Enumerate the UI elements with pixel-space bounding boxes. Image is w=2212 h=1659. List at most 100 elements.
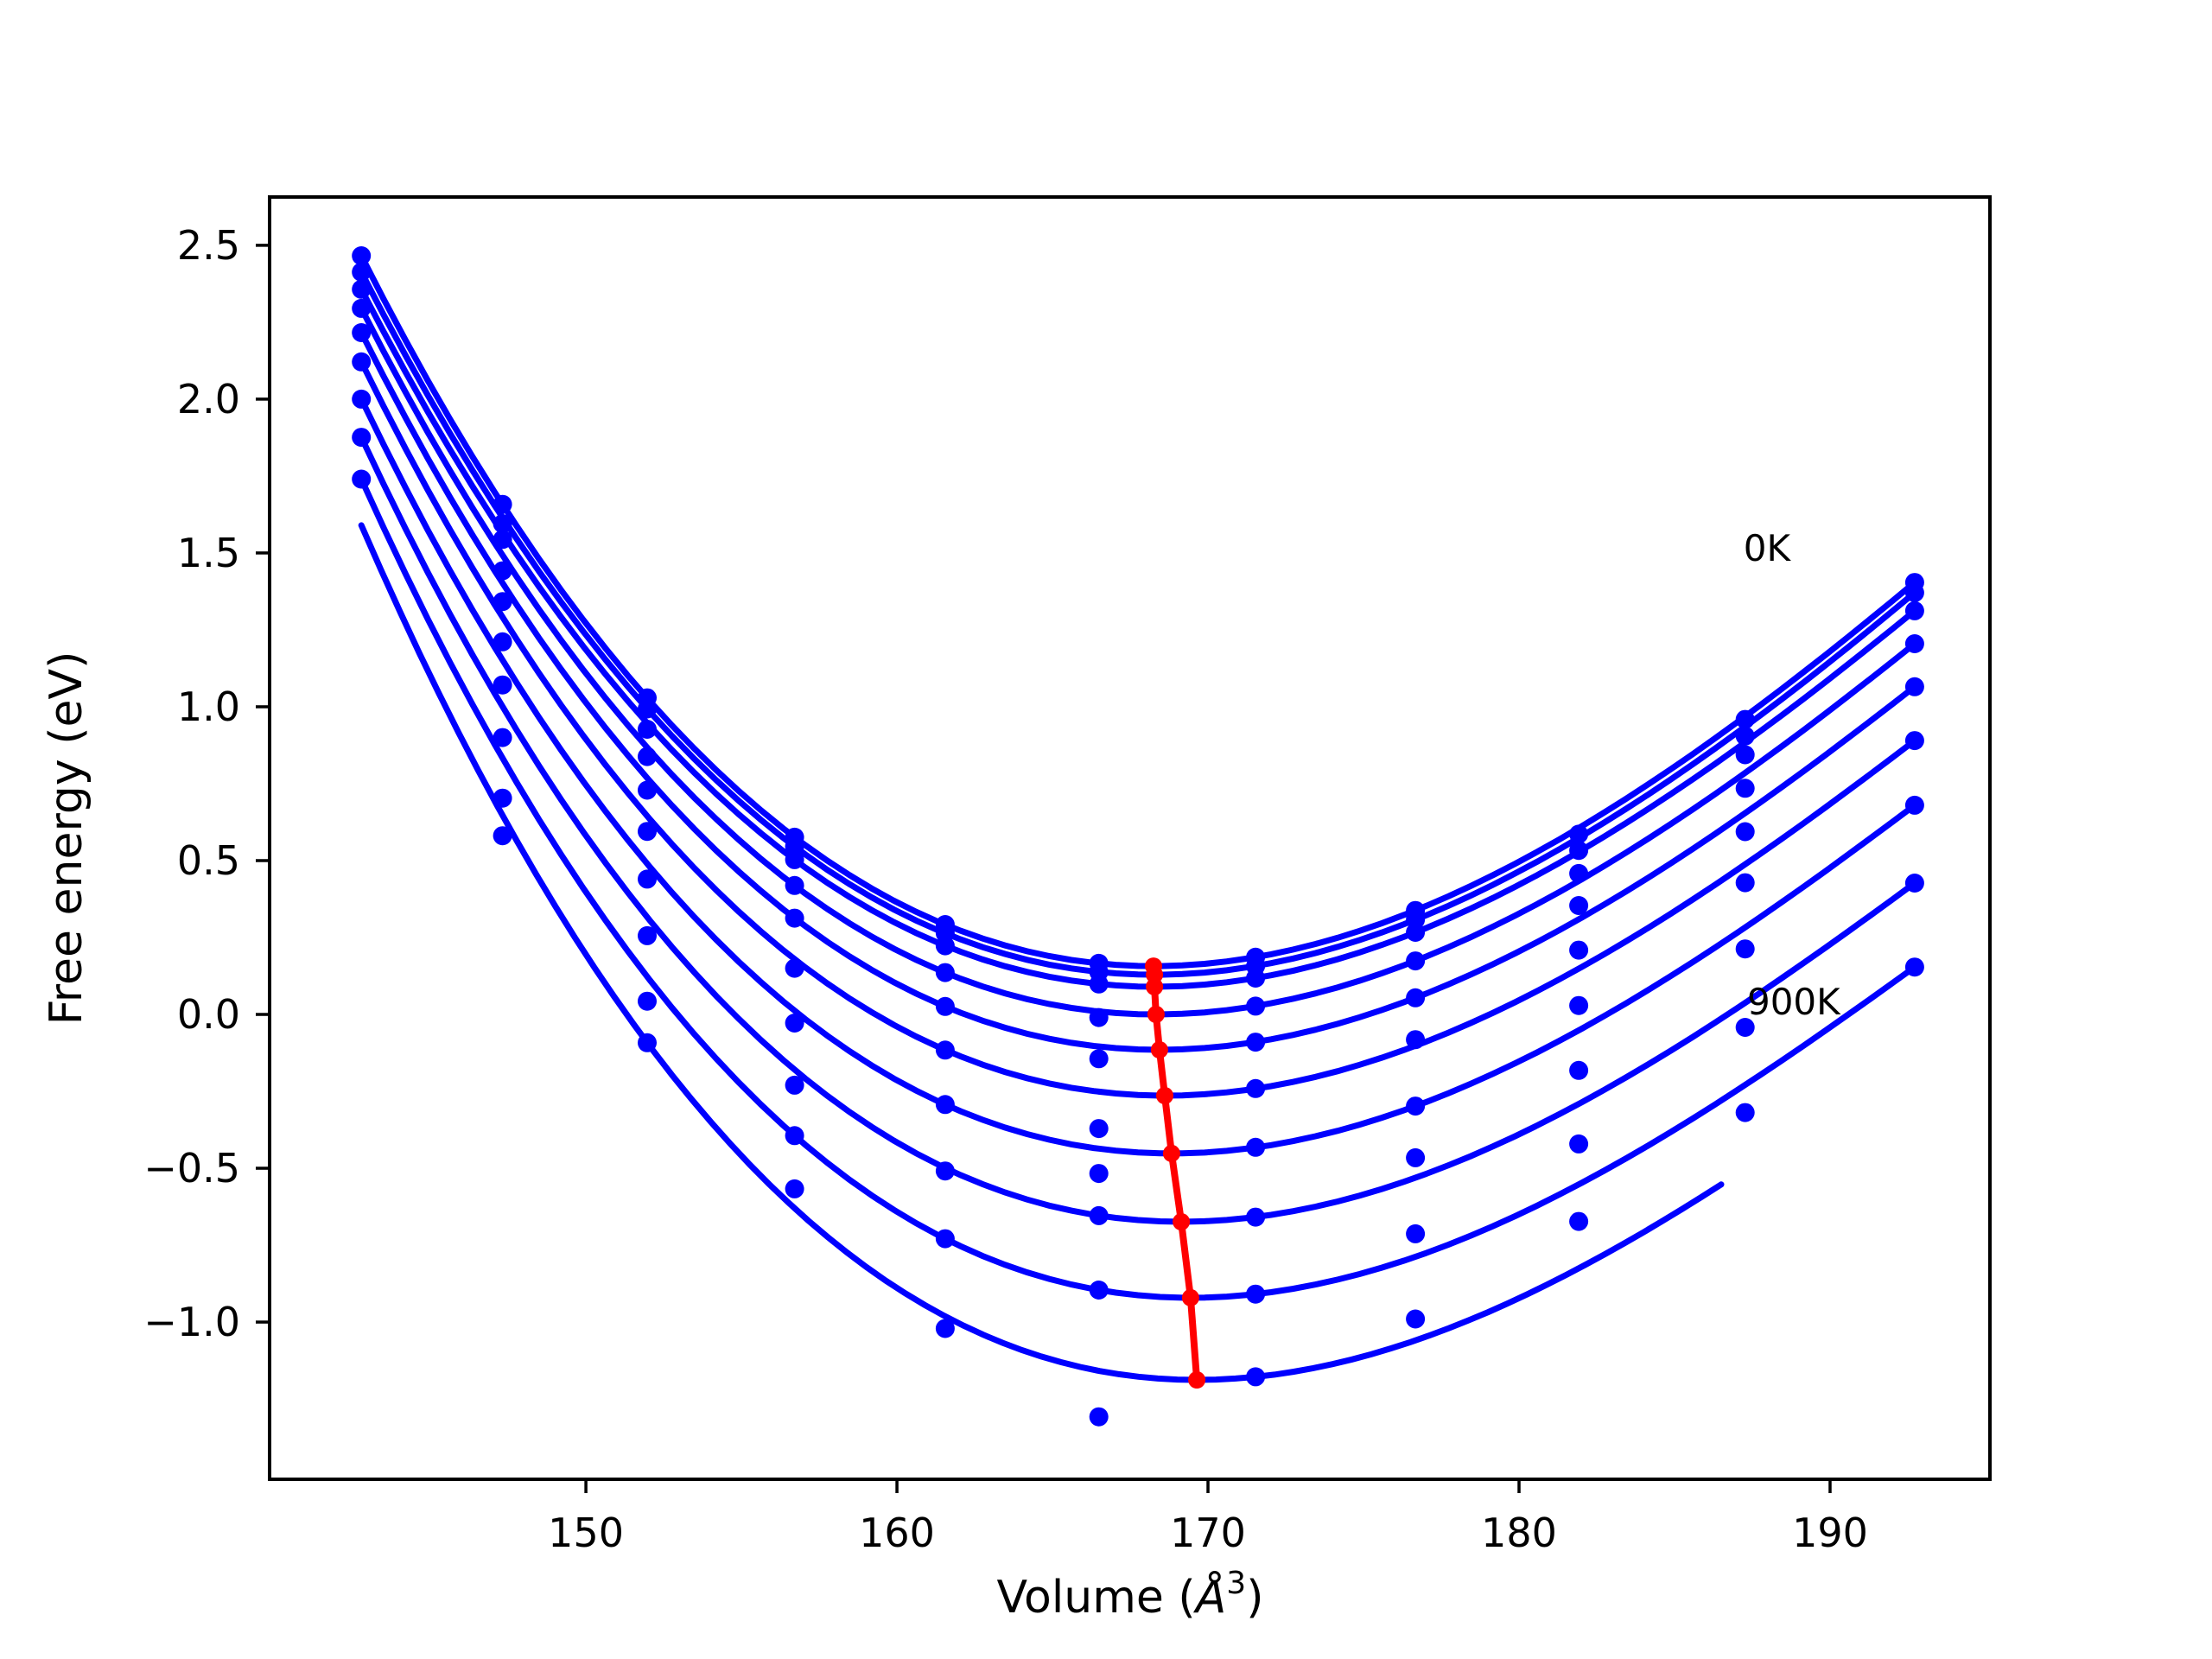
data-point-800K	[638, 991, 657, 1011]
data-point-700K	[1406, 1147, 1426, 1167]
x-tick-label: 190	[1792, 1510, 1868, 1556]
data-point-500K	[1735, 873, 1755, 893]
data-point-800K	[1246, 1284, 1266, 1304]
data-point-200K	[1406, 923, 1426, 942]
series-curve-400K	[358, 329, 1918, 1053]
series-curve-300K	[358, 305, 1918, 1018]
minima-line	[1150, 963, 1201, 1383]
data-point-100K	[1569, 841, 1589, 861]
minima-point-900K	[1188, 1371, 1206, 1389]
data-point-100K	[785, 836, 804, 856]
data-point-800K	[935, 1229, 955, 1249]
y-tick-label: 0.0	[177, 991, 240, 1038]
isotherm-curves	[358, 252, 1918, 1383]
data-point-300K	[1406, 951, 1426, 971]
data-point-800K	[493, 788, 512, 808]
data-point-300K	[1246, 996, 1266, 1016]
data-point-900K	[935, 1319, 955, 1338]
data-point-600K	[935, 1095, 955, 1115]
data-point-600K	[1246, 1137, 1266, 1157]
y-tick-label: −0.5	[143, 1145, 240, 1192]
data-points	[352, 246, 1924, 1427]
data-point-300K	[1904, 634, 1924, 653]
data-point-800K	[1406, 1224, 1426, 1243]
data-point-600K	[352, 389, 372, 409]
data-point-200K	[1904, 601, 1924, 620]
data-point-600K	[1089, 1164, 1109, 1184]
data-point-400K	[638, 780, 657, 800]
series-curve-700K	[358, 434, 1918, 1225]
y-tick-label: 2.5	[177, 222, 240, 269]
data-point-400K	[785, 908, 804, 928]
data-point-0K	[1569, 824, 1589, 844]
data-point-700K	[638, 925, 657, 945]
y-tick-label: −1.0	[143, 1299, 240, 1345]
data-point-900K	[1089, 1407, 1109, 1427]
data-point-700K	[493, 728, 512, 747]
data-point-600K	[785, 1014, 804, 1033]
data-point-900K	[1406, 1309, 1426, 1329]
x-tick-label: 160	[859, 1510, 935, 1556]
y-tick-label: 1.5	[177, 530, 240, 576]
data-point-500K	[1569, 995, 1589, 1015]
x-axis-ticks: 150 160 170 180 190	[548, 1479, 1868, 1556]
data-point-700K	[1089, 1205, 1109, 1225]
y-tick-label: 2.0	[177, 376, 240, 423]
data-point-700K	[1569, 1134, 1589, 1154]
data-point-500K	[1246, 1078, 1266, 1098]
data-point-200K	[1089, 974, 1109, 994]
data-point-100K	[1735, 726, 1755, 746]
data-point-300K	[638, 747, 657, 766]
data-point-400K	[352, 323, 372, 342]
data-point-400K	[1089, 1049, 1109, 1069]
annotation-900k: 900K	[1747, 981, 1841, 1023]
y-tick-label: 0.5	[177, 837, 240, 884]
data-point-300K	[1735, 779, 1755, 798]
data-point-600K	[1406, 1096, 1426, 1116]
data-point-200K	[785, 849, 804, 869]
data-point-600K	[1735, 939, 1755, 959]
data-point-100K	[1904, 582, 1924, 602]
y-axis-ticks: 2.5 2.0 1.5 1.0 0.5 0.0 −0.5 −1.0	[143, 222, 270, 1345]
series-curve-0K	[358, 252, 1918, 969]
minima-point-300K	[1147, 1006, 1165, 1023]
minima-point-800K	[1181, 1288, 1199, 1306]
data-point-500K	[1089, 1119, 1109, 1139]
data-point-900K	[493, 826, 512, 846]
minima-point-500K	[1156, 1087, 1173, 1104]
minima-line-group	[1145, 957, 1206, 1389]
data-point-100K	[352, 262, 372, 282]
data-point-500K	[493, 632, 512, 652]
data-point-800K	[1569, 1211, 1589, 1231]
data-point-600K	[638, 869, 657, 889]
data-point-200K	[1735, 745, 1755, 765]
data-point-600K	[1569, 1060, 1589, 1080]
plot-border	[268, 195, 1992, 1481]
data-point-400K	[1904, 677, 1924, 696]
data-point-100K	[493, 514, 512, 534]
data-point-400K	[1406, 988, 1426, 1007]
data-point-300K	[1089, 1007, 1109, 1027]
data-point-800K	[1089, 1281, 1109, 1300]
data-point-900K	[638, 1033, 657, 1052]
data-point-500K	[638, 822, 657, 842]
data-point-100K	[638, 699, 657, 719]
x-tick-label: 180	[1481, 1510, 1557, 1556]
minima-point-400K	[1150, 1041, 1168, 1058]
data-point-800K	[1735, 1103, 1755, 1122]
minima-point-700K	[1173, 1213, 1191, 1230]
data-point-500K	[1406, 1030, 1426, 1050]
x-tick-label: 150	[548, 1510, 624, 1556]
x-axis-label: Volume (Å3)	[997, 1566, 1264, 1624]
data-point-700K	[785, 1075, 804, 1095]
data-point-700K	[935, 1161, 955, 1181]
minima-point-600K	[1162, 1144, 1180, 1162]
data-point-500K	[935, 1040, 955, 1060]
data-point-200K	[935, 936, 955, 956]
data-point-600K	[493, 675, 512, 695]
minima-point-100K	[1146, 966, 1164, 984]
data-point-700K	[1904, 874, 1924, 893]
data-point-200K	[1246, 969, 1266, 988]
